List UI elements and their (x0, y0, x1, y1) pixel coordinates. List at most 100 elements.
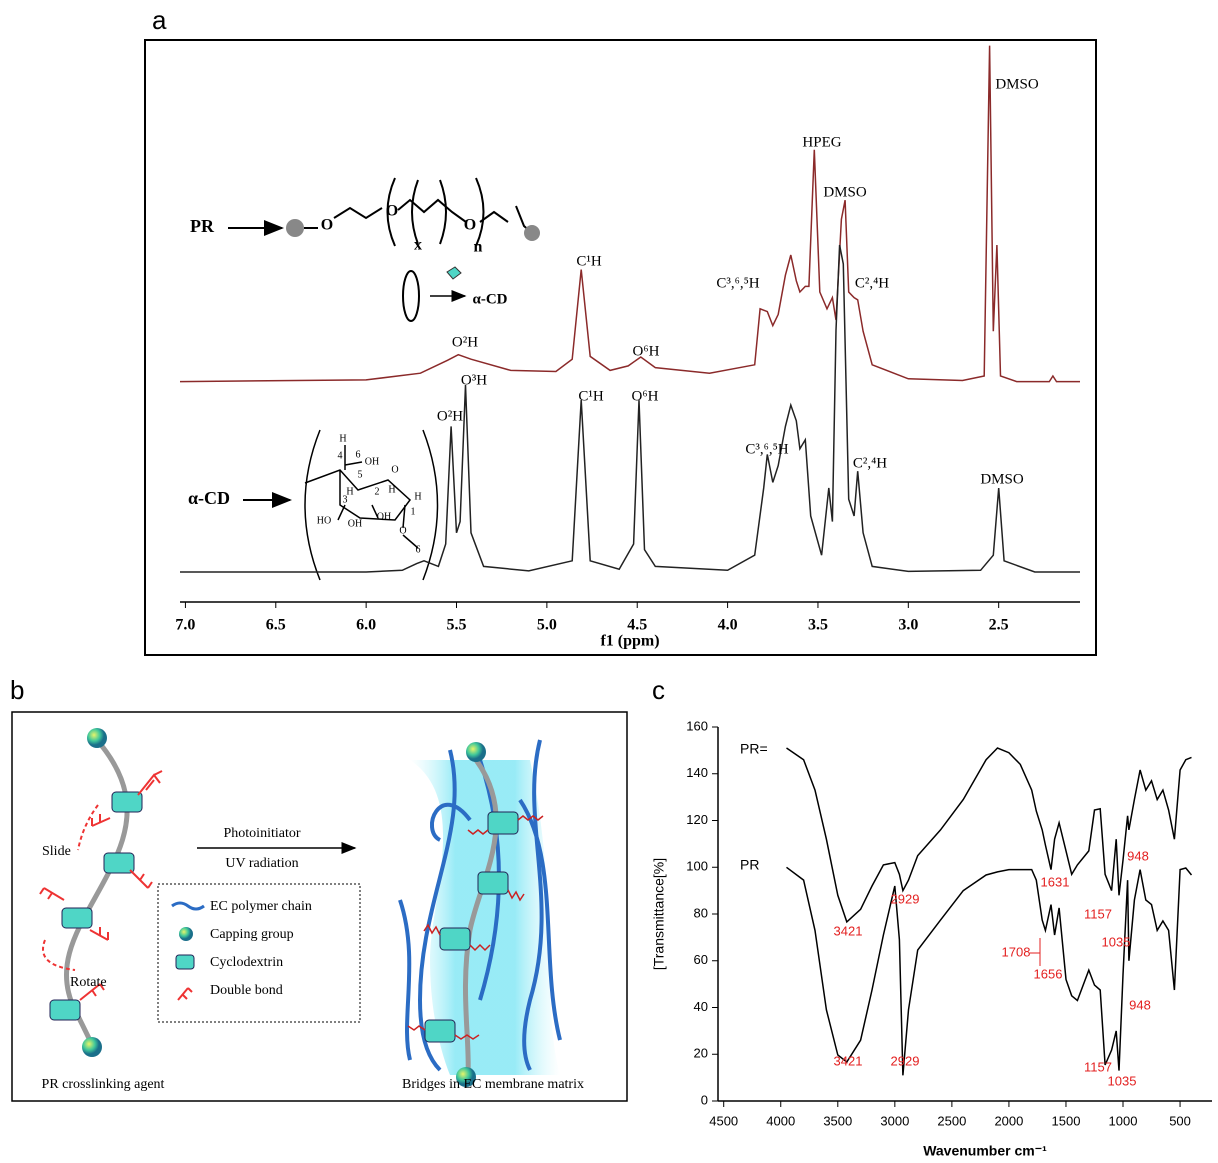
panel-frame (144, 39, 1097, 656)
legend-label: Cyclodextrin (210, 955, 283, 970)
annotation: O⁶H (633, 343, 660, 359)
pr-structure: PR (190, 177, 540, 322)
structure-label: 3 (343, 494, 348, 505)
rotate-label: Rotate (70, 975, 107, 990)
structure-label: HO (317, 515, 331, 526)
legend-label: Double bond (210, 983, 283, 998)
legend-key (171, 901, 205, 911)
structure-label: H (414, 491, 421, 502)
annotation: α-CD (472, 291, 507, 307)
structure-label: 5 (358, 469, 363, 480)
annotation: C¹H (578, 388, 604, 404)
annotation: O⁶H (632, 388, 659, 404)
annotation: C²,⁴H (855, 275, 889, 291)
caption: PR crosslinking agent (42, 1077, 165, 1092)
legend-key (177, 987, 193, 1001)
annotation: 1035 (1102, 934, 1131, 949)
double-bonds (39, 770, 163, 1001)
legend-box (157, 883, 361, 1023)
structure-label: O (399, 525, 406, 536)
structure-label: 6 (356, 449, 361, 460)
annotation: C³,⁶,⁵H (745, 441, 788, 457)
spectrum-line (179, 45, 1080, 383)
annotation: 948 (1129, 997, 1151, 1012)
x-tick-label: 4500 (709, 1113, 738, 1128)
structure-label: OH (377, 511, 391, 522)
cyclodextrins (49, 791, 143, 1021)
x-tick-label: 3.0 (898, 617, 918, 634)
rotate-arrow (42, 939, 76, 971)
structure-label: H (339, 433, 346, 444)
x-tick-label: 2500 (937, 1113, 966, 1128)
annotation: 2929 (891, 891, 920, 906)
legend-label: EC polymer chain (210, 899, 312, 914)
series-label: α-CD (188, 488, 230, 508)
y-axis-label: [Transmittance[%] (651, 858, 667, 970)
annotation: DMSO (823, 184, 867, 200)
structure-label: O (464, 217, 476, 234)
annotation: 1035 (1108, 1073, 1137, 1088)
series-label: PR= (740, 741, 768, 757)
acd-structure: α-CD (188, 429, 439, 581)
y-tick-label: 100 (686, 859, 708, 874)
structure-label: O (391, 464, 398, 475)
panel-label: b (10, 675, 24, 705)
spectrum-line (180, 244, 1080, 573)
annotation: 948 (1127, 848, 1149, 863)
y-tick-label: 60 (694, 952, 708, 967)
annotation: 1631 (1041, 874, 1070, 889)
capping-group (456, 1067, 476, 1087)
panel-label: a (152, 5, 167, 35)
x-tick-label: 1000 (1109, 1113, 1138, 1128)
structure-label: 2 (375, 486, 380, 497)
annotation: 1708 (1002, 944, 1031, 959)
x-tick-label: 4000 (766, 1113, 795, 1128)
structure-label: 4 (338, 450, 343, 461)
y-tick-label: 40 (694, 999, 708, 1014)
y-tick-label: 0 (701, 1092, 708, 1107)
structure-label: n (474, 239, 483, 256)
caption: Bridges in EC membrane matrix (402, 1077, 584, 1092)
annotation: 2929 (891, 1053, 920, 1068)
x-axis-label: Wavenumber cm⁻¹ (923, 1143, 1047, 1159)
x-tick-label: 5.0 (537, 617, 557, 634)
annotation: DMSO (980, 471, 1024, 487)
x-axis-label: f1 (ppm) (600, 633, 659, 650)
annotation: O³H (461, 372, 487, 388)
legend-key (175, 954, 195, 970)
annotation: DMSO (995, 76, 1039, 92)
y-tick-label: 80 (694, 905, 708, 920)
capping-group (87, 728, 107, 748)
legend-label: Capping group (210, 927, 294, 942)
annotation: O²H (452, 334, 478, 350)
diagram-b: Slide Rotate Photoinitiator UV radiation… (11, 711, 628, 1102)
structure-label: x (414, 237, 422, 254)
series-label: PR (740, 857, 759, 873)
structure-label: H (346, 486, 353, 497)
x-tick-label: 7.0 (175, 617, 195, 634)
annotation: 3421 (834, 923, 863, 938)
y-tick-label: 20 (694, 1046, 708, 1061)
annotation: C³,⁶,⁵H (716, 275, 759, 291)
structure-label: O (321, 217, 333, 234)
legend-key (179, 927, 193, 941)
spectrum-line (786, 866, 1193, 1076)
annotation: 3421 (834, 1053, 863, 1068)
x-tick-label: 3000 (880, 1113, 909, 1128)
x-tick-label: 2.5 (989, 617, 1009, 634)
x-tick-label: 3500 (823, 1113, 852, 1128)
x-tick-label: 6.0 (356, 617, 376, 634)
annotation: 1157 (1084, 906, 1112, 921)
x-tick-label: 4.5 (627, 617, 647, 634)
x-tick-label: 4.0 (718, 617, 738, 634)
structure-label: OH (365, 456, 379, 467)
panel-label: c (652, 675, 665, 705)
x-tick-label: 500 (1169, 1113, 1191, 1128)
y-tick-label: 140 (686, 765, 708, 780)
slide-label: Slide (42, 844, 71, 859)
x-tick-label: 2000 (994, 1113, 1023, 1128)
panel-frame (11, 711, 628, 1102)
structure-label: 6 (416, 544, 421, 555)
structure-label: H (388, 484, 395, 495)
